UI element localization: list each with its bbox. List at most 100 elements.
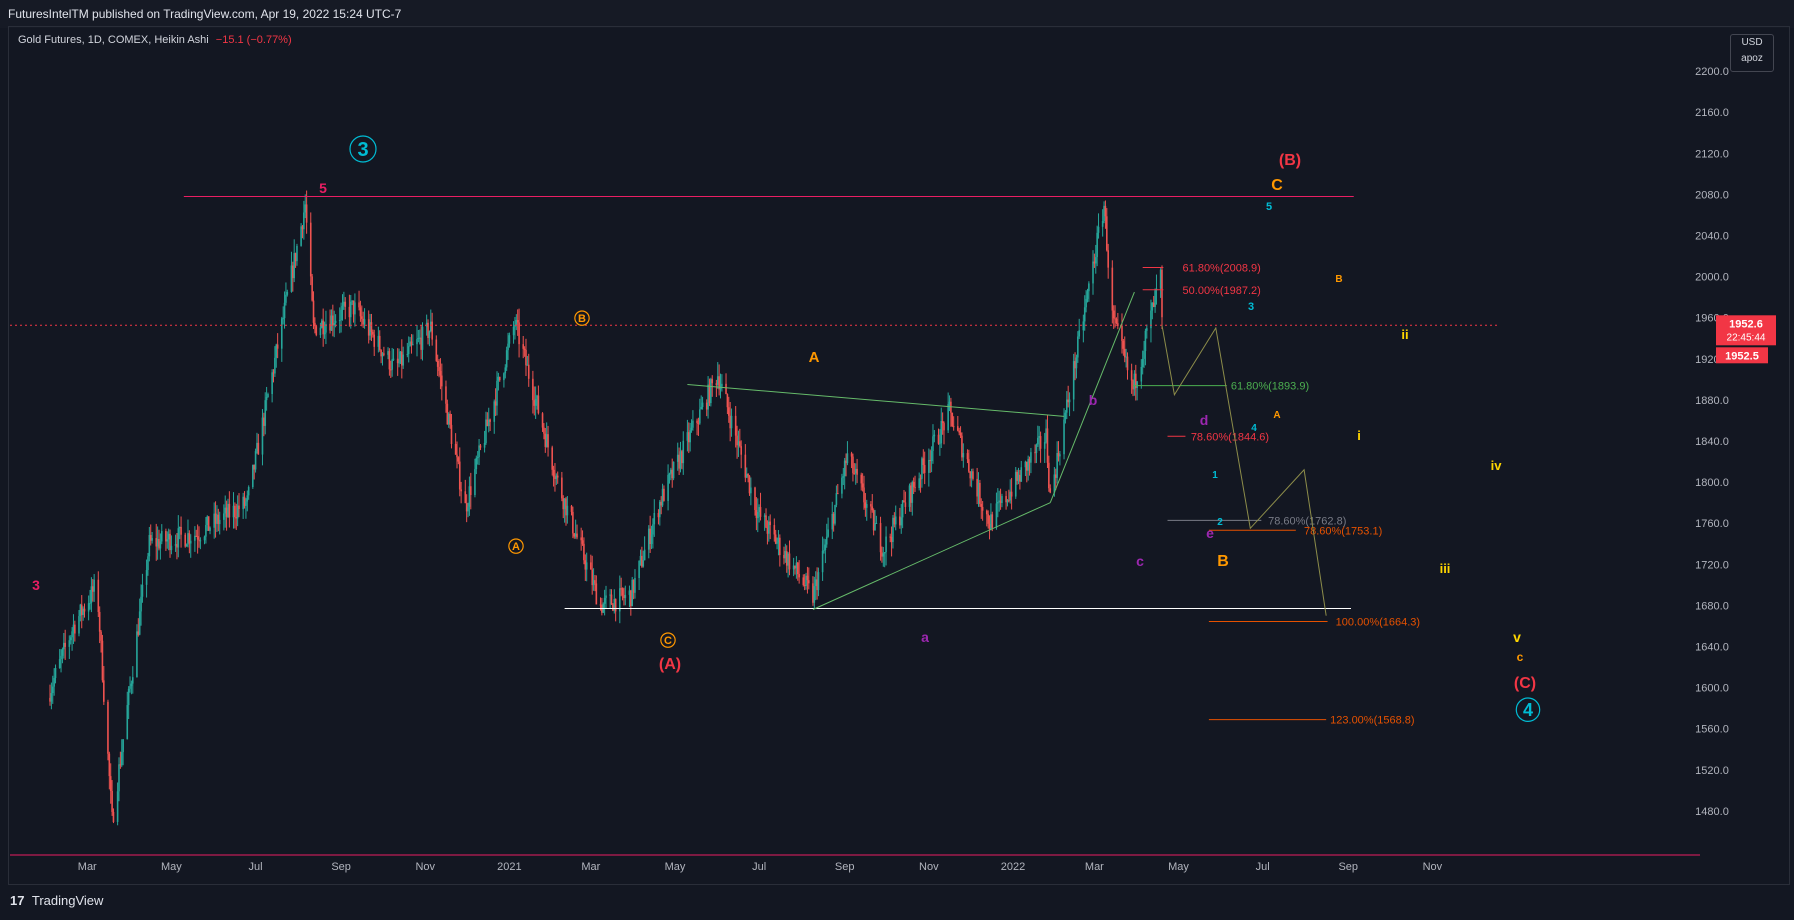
candle-body: [999, 500, 1002, 503]
candle-body: [813, 586, 816, 603]
candle-body: [522, 344, 525, 349]
candle-body: [286, 291, 289, 295]
prev-price-box: [1716, 347, 1768, 364]
candle-body: [806, 575, 809, 581]
candle-body: [450, 424, 453, 444]
wave-label: A: [512, 541, 520, 553]
candle-body: [69, 637, 72, 641]
candle-body: [213, 513, 215, 528]
candle-body: [493, 401, 496, 422]
price-chart[interactable]: 61.80%(2008.9) 50.00%(1987.2) 61.80%(1893.…: [0, 0, 1794, 890]
candle-body: [518, 322, 520, 345]
candle-body: [788, 553, 791, 570]
candle-body: [715, 383, 718, 385]
wave-label: (B): [1279, 152, 1301, 169]
candle-body: [214, 513, 217, 524]
candle-body: [882, 553, 885, 557]
candle-body: [315, 326, 318, 336]
candle-body: [1092, 261, 1094, 284]
wave-label: 4: [1523, 700, 1533, 720]
candle-body: [556, 475, 559, 478]
candle-body: [798, 574, 800, 578]
candle-body: [904, 502, 907, 507]
candle-body: [1020, 467, 1023, 482]
candle-body: [707, 384, 709, 410]
candle-body: [1111, 267, 1114, 311]
candle-body: [427, 322, 429, 338]
candle-body: [129, 686, 131, 689]
candle-body: [900, 517, 903, 526]
fib-level-label: 123.00%(1568.8): [1330, 715, 1414, 727]
candle-body: [439, 371, 442, 376]
candle-body: [1019, 474, 1021, 482]
price-change: −15.1 (−0.77%): [215, 34, 292, 46]
candle-body: [101, 640, 104, 681]
wave-label: c: [1517, 650, 1524, 664]
candle-body: [112, 811, 115, 822]
x-tick-label: Mar: [78, 861, 97, 873]
candle-body: [276, 344, 279, 349]
candle-body: [271, 372, 273, 395]
candle-body: [196, 536, 199, 540]
symbol-name: Gold Futures, 1D, COMEX, Heikin Ashi: [18, 34, 209, 46]
candle-body: [555, 475, 558, 479]
currency-code: USD: [1741, 37, 1763, 48]
candle-body: [671, 469, 674, 479]
candle-body: [740, 446, 743, 455]
candle-body: [534, 398, 537, 406]
trendline: [1049, 291, 1135, 503]
candle-body: [137, 631, 140, 635]
candle-body: [296, 245, 298, 262]
candle-body: [536, 395, 538, 399]
candle-body: [881, 552, 883, 557]
candle-body: [290, 265, 293, 292]
candle-body: [487, 419, 490, 427]
candle-body: [1024, 461, 1027, 468]
candle-body: [969, 471, 972, 479]
candle-body: [729, 415, 731, 429]
candle-body: [238, 505, 240, 510]
symbol-legend[interactable]: Gold Futures, 1D, COMEX, Heikin Ashi −15…: [18, 34, 292, 46]
candle-body: [1154, 290, 1156, 307]
candle-body: [870, 504, 872, 507]
candle-body: [1082, 321, 1085, 331]
candle-body: [1159, 269, 1162, 289]
chart-frame[interactable]: [8, 26, 1790, 885]
wave-label: 4: [1251, 423, 1257, 434]
candle-body: [923, 464, 926, 473]
candle-body: [280, 318, 283, 349]
candle-body: [874, 523, 876, 531]
candle-body: [410, 341, 413, 345]
candle-body: [1115, 319, 1118, 324]
x-tick-label: Jul: [249, 861, 263, 873]
candle-body: [928, 459, 930, 473]
candle-body: [758, 507, 760, 512]
candle-body: [401, 351, 403, 366]
candle-body: [576, 533, 578, 538]
candle-body: [726, 394, 729, 408]
candle-body: [489, 419, 491, 422]
candle-body: [359, 307, 362, 317]
candle-body: [131, 677, 134, 684]
prev-price-value: 1952.5: [1725, 350, 1759, 362]
candle-body: [232, 505, 235, 518]
candle-body: [672, 461, 675, 479]
candle-body: [1039, 436, 1042, 449]
candle-body: [816, 579, 818, 591]
candle-body: [681, 451, 683, 464]
candle-body: [82, 608, 84, 615]
wave-label: i: [1357, 428, 1361, 443]
candle-body: [805, 575, 807, 587]
candle-body: [417, 338, 420, 340]
candle-body: [1048, 462, 1050, 489]
candle-body: [1017, 474, 1020, 482]
currency-unit-button[interactable]: USD apoz: [1730, 34, 1774, 72]
candle-body: [243, 496, 246, 506]
candle-body: [392, 358, 395, 360]
candle-body: [206, 516, 209, 526]
candle-body: [834, 504, 836, 524]
y-tick-label: 2080.0: [1695, 189, 1729, 201]
candle-body: [765, 515, 767, 528]
candle-body: [1028, 458, 1031, 463]
candle-body: [148, 535, 151, 557]
